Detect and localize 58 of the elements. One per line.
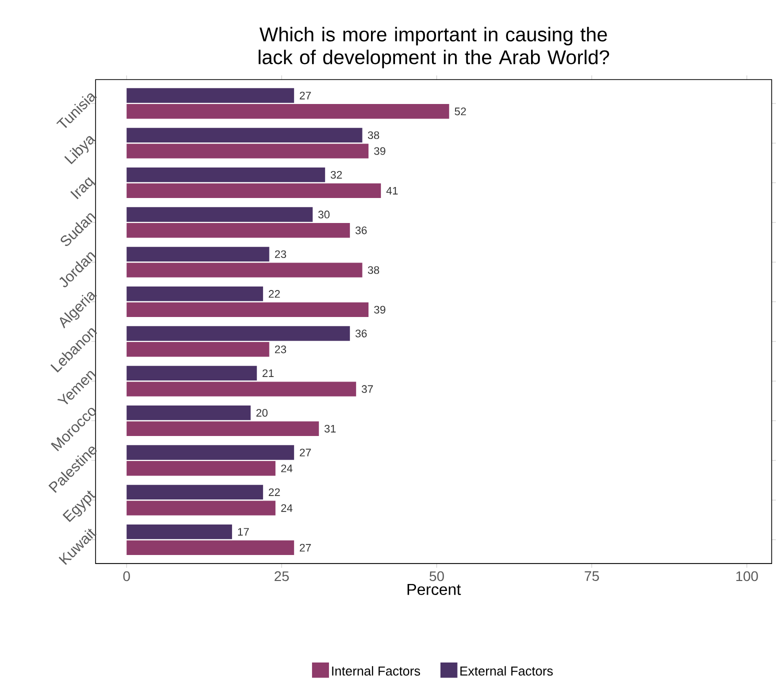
data-label: 27 xyxy=(300,544,311,552)
bar xyxy=(126,326,350,341)
data-label: 36 xyxy=(355,226,367,234)
bar xyxy=(126,302,369,318)
bar xyxy=(126,524,232,540)
x-axis-title: Percent xyxy=(408,584,461,596)
bar xyxy=(126,88,294,103)
bar xyxy=(126,484,264,500)
data-label: 31 xyxy=(324,424,336,433)
data-label: 23 xyxy=(274,250,286,258)
bar xyxy=(126,366,257,381)
bar xyxy=(126,183,381,198)
y-tick-label: Iraq xyxy=(70,177,96,200)
data-label: 38 xyxy=(368,131,380,140)
data-label: 24 xyxy=(281,464,292,472)
bar xyxy=(126,144,369,158)
data-label: 36 xyxy=(355,330,367,338)
data-label: 27 xyxy=(300,92,311,100)
data-label: 20 xyxy=(256,409,268,417)
data-label: 37 xyxy=(362,385,373,393)
chart-title: Which is more important in causing the lack of development in the Arab World? xyxy=(258,26,610,68)
legend-label: Internal Factors xyxy=(332,666,420,676)
bar xyxy=(126,406,251,420)
bar xyxy=(126,445,294,460)
bar xyxy=(126,207,313,222)
x-tick-label: 50 xyxy=(430,571,444,582)
data-label: 52 xyxy=(454,108,466,116)
bar xyxy=(126,104,450,119)
data-label: 24 xyxy=(281,504,292,512)
data-label: 17 xyxy=(238,528,249,536)
bar xyxy=(126,540,294,556)
data-label: 41 xyxy=(386,187,398,194)
data-label: 39 xyxy=(374,306,386,314)
data-label: 32 xyxy=(330,171,342,179)
x-tick-label: 100 xyxy=(736,571,758,582)
data-label: 39 xyxy=(374,147,386,155)
bar xyxy=(126,286,264,302)
bar xyxy=(126,168,326,182)
data-label: 38 xyxy=(368,266,380,274)
data-label: 27 xyxy=(300,448,311,456)
data-label: 22 xyxy=(268,488,280,496)
x-tick-label: 0 xyxy=(123,571,130,582)
data-label: 22 xyxy=(268,290,280,298)
bar xyxy=(126,421,319,436)
x-tick-label: 75 xyxy=(584,571,599,582)
bar xyxy=(126,382,356,396)
bar xyxy=(126,128,362,143)
bar xyxy=(126,262,362,278)
bar xyxy=(126,500,276,516)
data-label: 21 xyxy=(262,369,274,378)
data-label: 30 xyxy=(318,210,330,218)
bar xyxy=(126,246,270,262)
x-tick-label: 25 xyxy=(274,571,289,582)
data-label: 23 xyxy=(274,346,286,354)
legend-label: External Factors xyxy=(460,666,553,676)
bar xyxy=(126,223,350,238)
bar xyxy=(126,342,270,357)
bar xyxy=(126,461,276,476)
